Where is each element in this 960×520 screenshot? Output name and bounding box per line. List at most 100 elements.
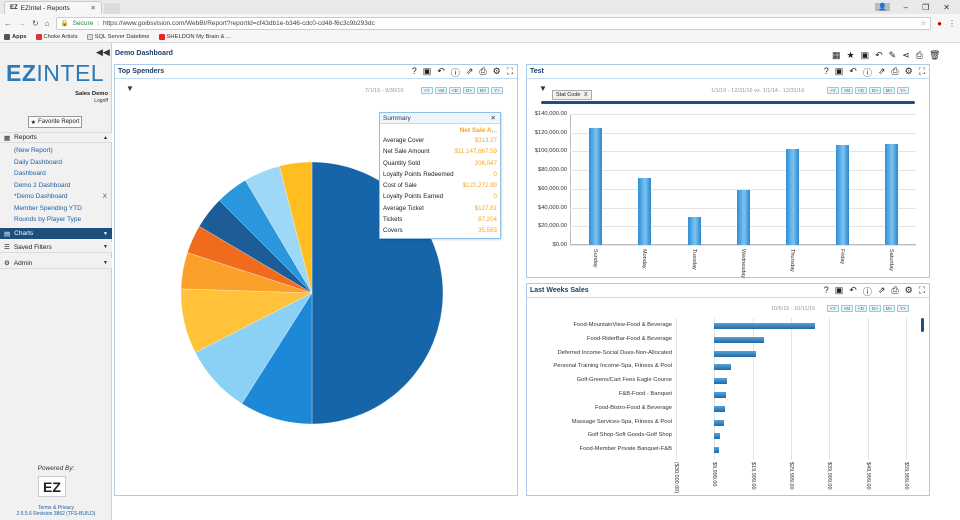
info-icon[interactable]: ⓘ [450,68,460,78]
chip-remove-icon[interactable]: X [584,92,588,98]
undo-icon[interactable]: ↶ [849,285,857,295]
expand-icon[interactable]: ⛶ [506,66,513,76]
bar[interactable] [714,350,757,357]
filter-icon[interactable]: ▼ [539,84,547,93]
wand-icon[interactable]: ✎ [888,50,897,60]
date-nav-button[interactable]: <D [449,87,461,94]
sidebar-report-item[interactable]: Demo 2 Dashboard [0,180,112,192]
stat-code-bar[interactable] [541,101,915,104]
undo-icon[interactable]: ↶ [437,66,445,76]
bar[interactable] [714,419,725,426]
print-icon[interactable]: ⎙ [915,50,923,60]
bookmark-apps[interactable]: Apps [4,34,27,40]
extension-icon[interactable]: ● [937,18,942,28]
browser-tab[interactable]: EZ EZIntel - Reports ✕ [4,1,102,14]
admin-section-header[interactable]: ⚙ Admin ▼ [0,258,112,269]
sidebar-report-item[interactable]: Daily Dashboard [0,157,112,169]
bar[interactable] [714,378,728,385]
bookmark-choke-artists[interactable]: Choke Artists [35,34,78,40]
reports-section-header[interactable]: ▦ Reports ▲ [0,132,112,143]
sidebar-report-item[interactable]: Dashboard [0,168,112,180]
date-nav-button[interactable]: D> [869,87,881,94]
save-icon[interactable]: ▣ [834,66,844,76]
bookmark-star-icon[interactable]: ☆ [920,20,927,27]
info-icon[interactable]: ⓘ [862,68,872,78]
date-nav-button[interactable]: Y> [491,87,503,94]
logoff-link[interactable]: Logoff [94,98,108,104]
help-icon[interactable]: ? [411,66,417,76]
date-nav-button[interactable]: M> [883,87,895,94]
new-tab-button[interactable] [104,3,120,14]
share-icon[interactable]: ⋖ [902,50,910,60]
forward-icon[interactable]: → [18,18,26,28]
favorite-icon[interactable]: ★ [846,50,855,60]
help-icon[interactable]: ? [823,66,829,76]
sidebar-report-item[interactable]: *Demo Dashboard X [0,191,112,203]
print-icon[interactable]: ⎙ [891,66,899,76]
bar[interactable] [714,433,720,440]
save-icon[interactable]: ▣ [860,50,870,60]
bar[interactable] [714,323,816,329]
charts-section-header[interactable]: ▤ Charts ▼ [0,228,112,239]
expand-icon[interactable]: ⛶ [918,66,925,76]
date-nav-button[interactable]: D> [869,305,881,312]
date-nav-button[interactable]: Y> [897,87,909,94]
minimize-icon[interactable]: – [903,2,909,12]
bar[interactable] [885,143,899,245]
date-nav-button[interactable]: <Y [421,87,433,94]
bar[interactable] [638,177,652,245]
bookmark-sql[interactable]: SQL Server Datetime [86,34,150,40]
export-icon[interactable]: ⇗ [877,66,886,76]
sidebar-report-item[interactable]: (New Report) [0,145,112,157]
print-icon[interactable]: ⎙ [479,66,487,76]
expand-icon[interactable]: ⛶ [918,285,925,295]
bar[interactable] [737,189,750,245]
sidebar-report-item[interactable]: Member Spending YTD [0,203,112,215]
export-icon[interactable]: ⇗ [877,285,886,295]
profile-icon[interactable]: 👤 [874,3,890,11]
date-nav-button[interactable]: <D [855,87,867,94]
bar[interactable] [714,392,727,398]
settings-gear-icon[interactable]: ⚙ [492,66,501,76]
date-nav-button[interactable]: M> [883,305,895,312]
back-icon[interactable]: ← [4,18,12,28]
date-nav-button[interactable]: D> [463,87,475,94]
date-nav-button[interactable]: <M [841,305,853,312]
bar[interactable] [714,364,731,371]
url-input[interactable]: 🔒 Secure | https://www.goibsvision.com/W… [55,16,932,30]
chart-scrollbar[interactable] [921,318,924,332]
favorite-report-button[interactable]: ★ Favorite Report [28,116,82,128]
terms-link[interactable]: Terms & Privacy [37,505,75,511]
undo-icon[interactable]: ↶ [849,66,857,76]
filter-icon[interactable]: ▼ [126,84,134,93]
bar[interactable] [786,148,800,245]
bar[interactable] [714,447,719,454]
date-nav-button[interactable]: Y> [897,305,909,312]
date-nav-button[interactable]: <Y [827,87,839,94]
close-window-icon[interactable]: ✕ [943,2,950,12]
settings-gear-icon[interactable]: ⚙ [904,285,913,295]
date-nav-button[interactable]: <D [855,305,867,312]
bar[interactable] [714,405,725,412]
save-icon[interactable]: ▣ [422,66,432,76]
sidebar-report-item[interactable]: Rounds by Player Type [0,214,112,226]
stat-code-chip[interactable]: Stat Code X [552,90,592,100]
close-icon[interactable]: ✕ [490,115,496,122]
help-icon[interactable]: ? [823,285,829,295]
remove-report-icon[interactable]: X [102,193,107,200]
bar[interactable] [588,128,602,245]
date-nav-button[interactable]: <M [435,87,447,94]
date-nav-button[interactable]: <M [841,87,853,94]
print-icon[interactable]: ⎙ [891,285,899,295]
undo-icon[interactable]: ↶ [875,50,883,60]
bar[interactable] [687,216,701,245]
save-icon[interactable]: ▣ [834,285,844,295]
delete-icon[interactable]: 🗑 [928,50,941,60]
bar[interactable] [835,144,849,245]
date-nav-button[interactable]: <Y [827,305,839,312]
date-nav-button[interactable]: M> [477,87,489,94]
collapse-sidebar-icon[interactable]: ◀◀ [96,47,110,57]
bar[interactable] [714,336,765,343]
home-icon[interactable]: ⌂ [44,18,50,28]
tab-close-icon[interactable]: ✕ [90,5,96,12]
